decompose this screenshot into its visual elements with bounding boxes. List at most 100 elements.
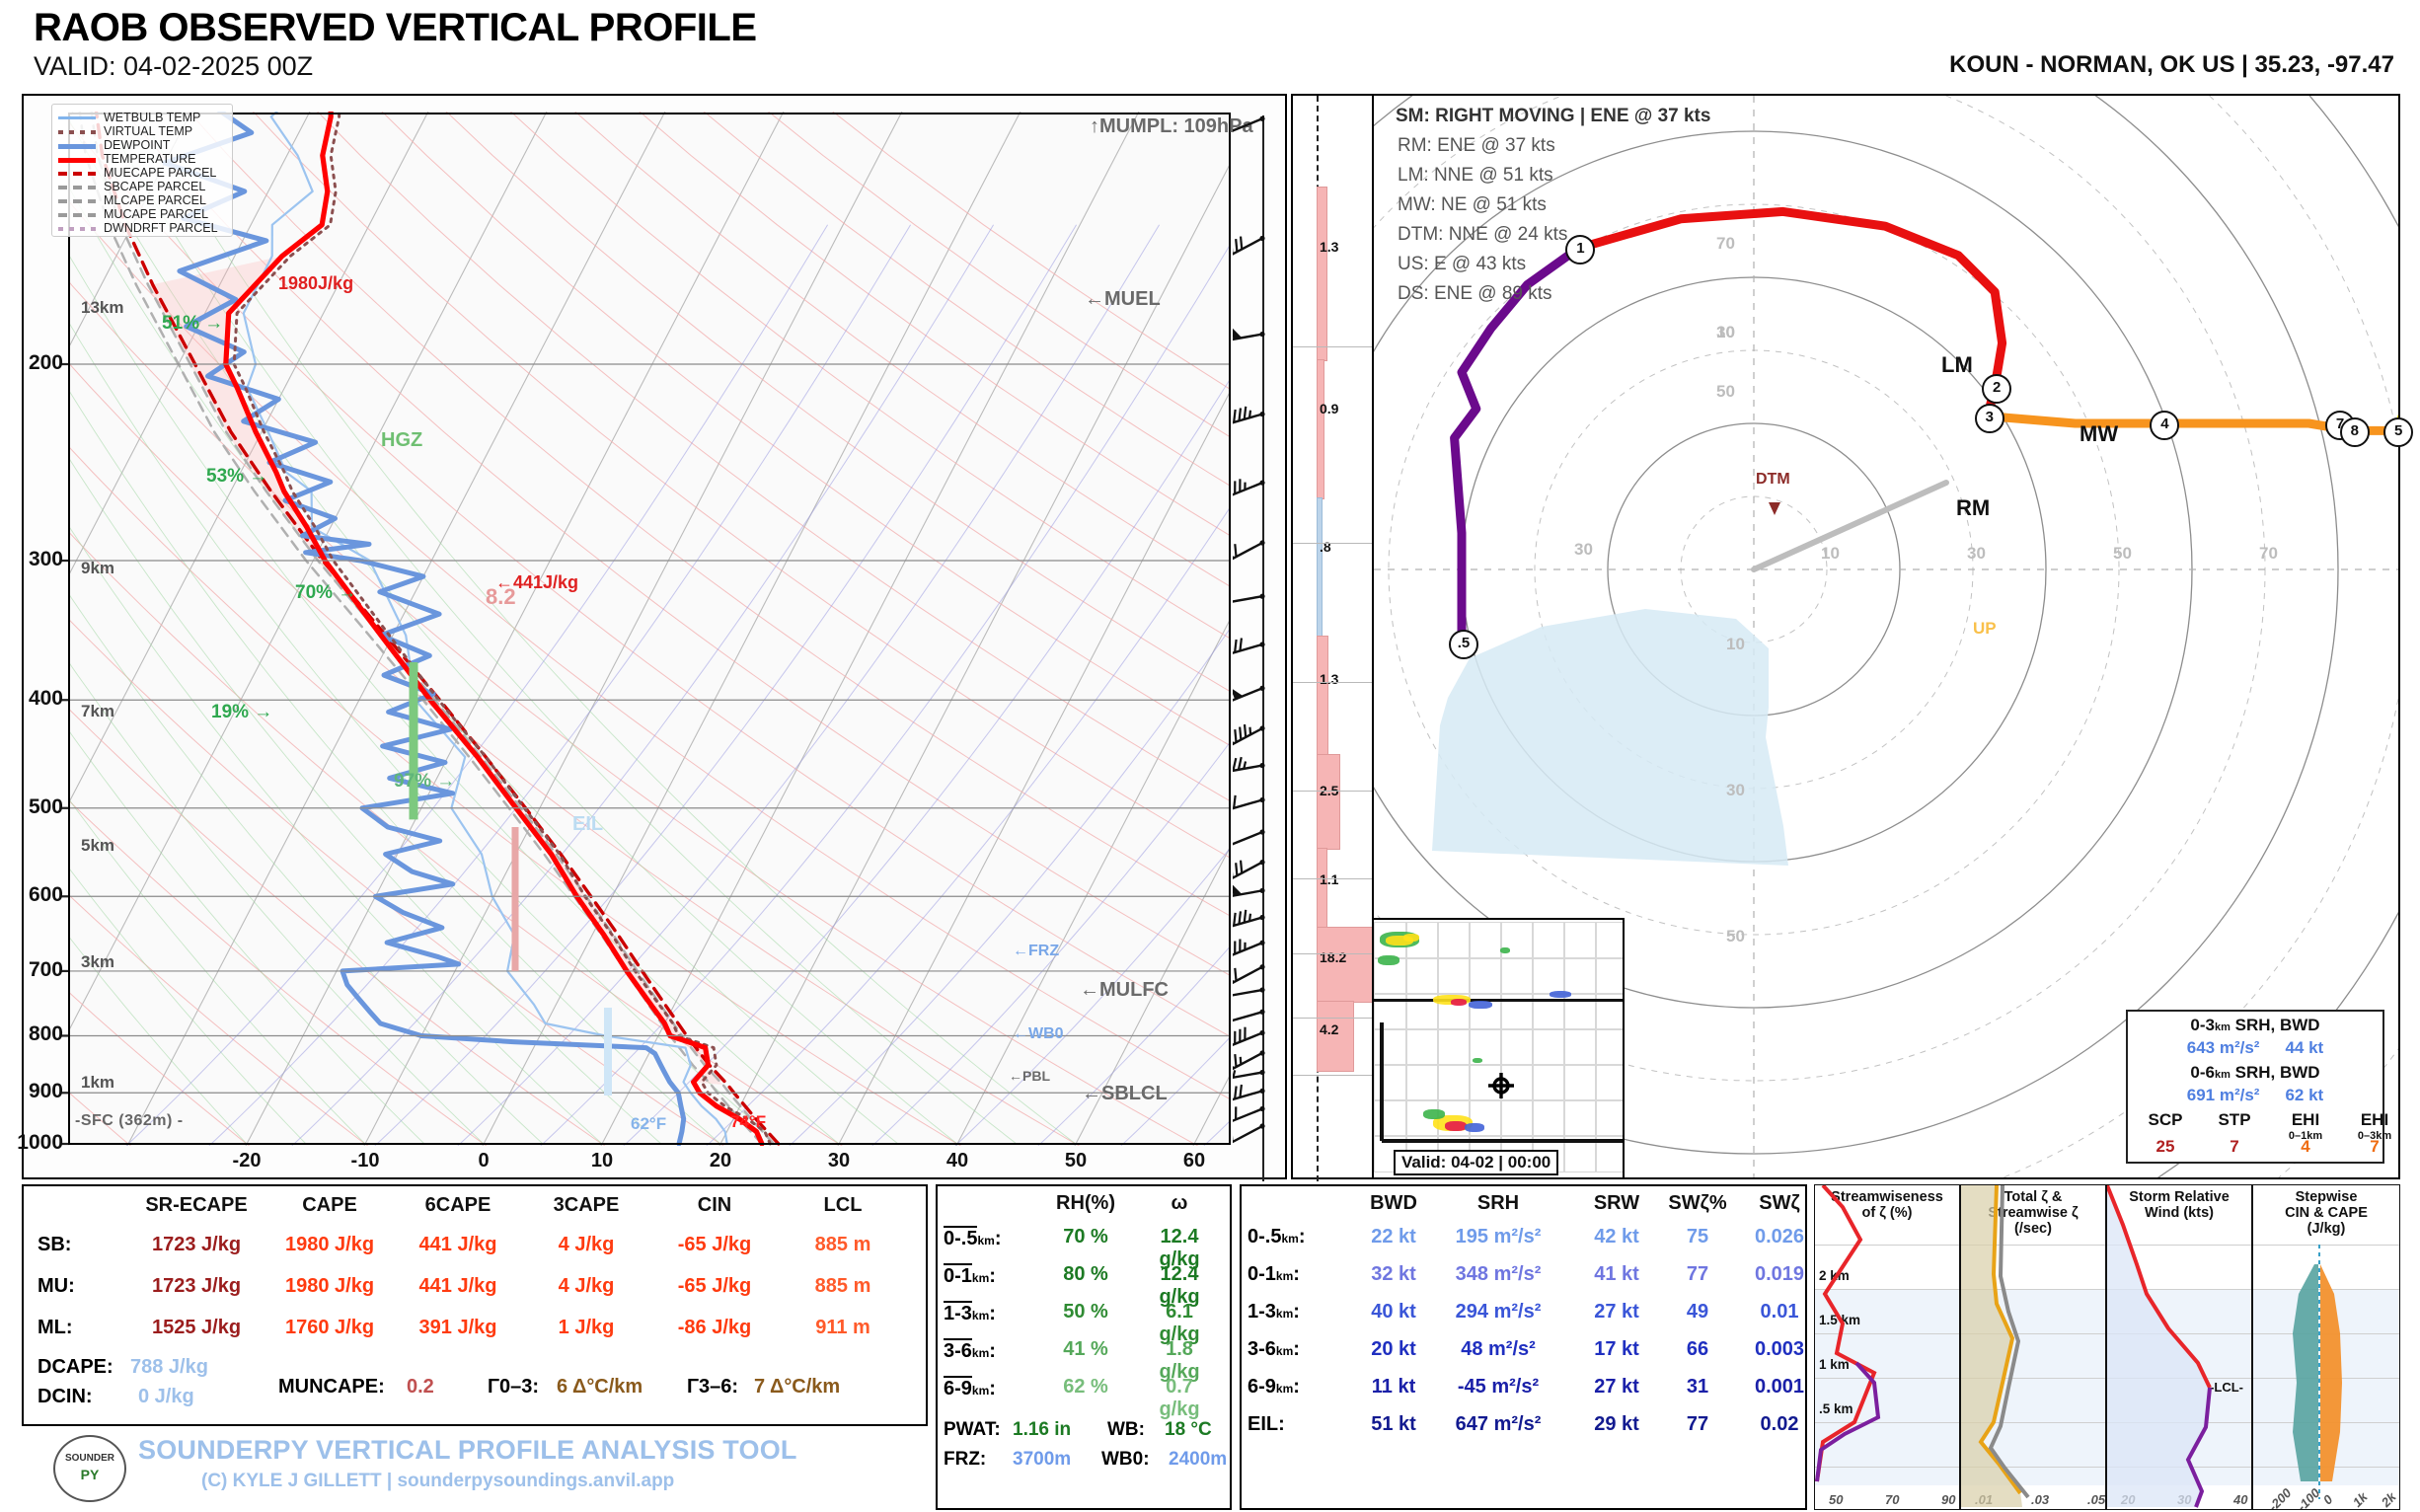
radar-echo-11	[1465, 1123, 1484, 1132]
rh-row-label-0-.5: 0-.5km:	[944, 1226, 1002, 1249]
radar-echo-6	[1469, 1001, 1492, 1009]
storm-motion-line-0: RM: ENE @ 37 kts	[1398, 135, 1555, 156]
index-value-STP: 7	[2230, 1137, 2239, 1156]
legend-swatch	[58, 199, 96, 203]
map-valid-tag: Valid: 04-02 | 00:00	[1394, 1150, 1559, 1175]
surface-label: -SFC (362m) -	[75, 1112, 184, 1130]
cape-shading	[148, 256, 723, 1085]
pressure-label-500: 500	[28, 794, 63, 818]
county-cell	[1563, 1028, 1597, 1066]
mini-tick-50: 50	[1829, 1492, 1844, 1507]
county-cell	[1563, 993, 1597, 1030]
srh-0-6-title: 0-6km SRH, BWD	[2190, 1063, 2320, 1082]
kinematics-table: BWD SRH SRW SWζ% SWζ 0-.5km: 22 kt 195 m²/s² 42 …	[1240, 1184, 1807, 1510]
legend-label: MUCAPE PARCEL	[104, 207, 209, 221]
mini-title-line: (/sec)	[2014, 1221, 2052, 1237]
omega-bar-5	[1317, 848, 1327, 929]
temperature-line	[223, 112, 765, 1146]
hodograph-panel[interactable]: .512345678911SM: RIGHT MOVING | ENE @ 37…	[1372, 94, 2414, 1179]
omega-value-0-1: 12.4 g/kg	[1159, 1263, 1200, 1308]
dtm-marker	[1769, 502, 1780, 515]
radar-map-inset[interactable]: Valid: 04-02 | 00:00	[1372, 918, 1625, 1179]
hgz-label: HGZ	[381, 429, 423, 451]
omega-col-header: ω	[1171, 1192, 1188, 1214]
cape-col-CIN: CIN	[697, 1194, 732, 1216]
cape-row-label-MU: MU:	[38, 1275, 75, 1297]
cape-row-label-SB: SB:	[38, 1234, 72, 1255]
cape-col-LCL: LCL	[823, 1194, 863, 1216]
radar-map	[1374, 920, 1623, 1177]
omega-gridline	[1293, 346, 1378, 347]
index-label-STP: STP	[2203, 1110, 2266, 1130]
pressure-label-200: 200	[28, 351, 63, 374]
omega-gridline	[1293, 1075, 1378, 1077]
cape-col-CAPE: CAPE	[302, 1194, 357, 1216]
mini-title-1: Total ζ & Streamwise ζ (/sec)	[1961, 1189, 2105, 1237]
mini-title-line: Streamwise ζ	[1988, 1205, 2079, 1221]
county-cell	[1532, 1028, 1565, 1066]
cape-cell-MU-CAPE: 1980 J/kg	[284, 1275, 375, 1297]
cape-col-6CAPE: 6CAPE	[424, 1194, 492, 1216]
wind-barb-9	[1233, 939, 1265, 959]
omega-value-0-.5: 12.4 g/kg	[1159, 1226, 1200, 1270]
marker-up: UP	[1973, 619, 1997, 638]
marker-mw: MW	[2080, 421, 2119, 446]
wind-cell-0-.5-BWD: 22 kt	[1371, 1226, 1416, 1247]
legend-swatch	[58, 186, 96, 189]
ring-label-70-n: 70	[1716, 234, 1735, 253]
omega-value-3: 1.3	[1320, 671, 1339, 687]
mini-curve-3	[2293, 1245, 2342, 1499]
station-info: KOUN - NORMAN, OK US | 35.23, -97.47	[1949, 51, 2394, 78]
annotation-frz: ←FRZ	[1013, 943, 1060, 959]
wind-barb-13	[1233, 829, 1265, 849]
wind-cell-0-.5-SRW: 42 kt	[1594, 1226, 1639, 1247]
legend-label: MUECAPE PARCEL	[104, 166, 217, 180]
wind-barb-2	[1233, 1084, 1265, 1103]
mini-gridline	[1815, 1245, 1959, 1246]
temp-tick-20: 20	[709, 1150, 732, 1172]
legend-swatch	[58, 172, 96, 176]
mini-gridline	[1961, 1467, 2105, 1468]
rh-row-label-0-1: 0-1km:	[944, 1263, 996, 1287]
mini-tick-.05: .05	[2087, 1492, 2106, 1507]
wind-barb-25	[1233, 115, 1265, 135]
legend-swatch	[58, 116, 96, 119]
county-cell	[1437, 922, 1471, 959]
omega-gridline	[1293, 952, 1378, 954]
county-cell	[1374, 1064, 1407, 1101]
county-cell	[1500, 957, 1534, 995]
legend-label: DEWPOINT	[104, 138, 171, 152]
county-cell	[1563, 1064, 1597, 1101]
cape-row-label-ML: ML:	[38, 1317, 73, 1338]
mini-title-line: Storm Relative	[2129, 1189, 2230, 1205]
wind-row-label-1-3: 1-3km:	[1248, 1301, 1300, 1323]
cape-cell-MU-3CAPE: 4 J/kg	[558, 1275, 615, 1297]
county-cell	[1469, 993, 1502, 1030]
omega-bar-4	[1317, 754, 1340, 850]
annotation-mumpl: ↑MUMPL: 109hPa	[1090, 115, 1253, 137]
temp-tick-0: 0	[478, 1150, 490, 1172]
omega-bar-1	[1317, 359, 1324, 499]
ring-label-10-e: 10	[1821, 544, 1840, 563]
storm-motion-line-5: DS: ENE @ 89 kts	[1398, 283, 1552, 304]
omega-value-6: 18.2	[1320, 948, 1347, 965]
mini-title-3: Stepwise CIN & CAPE (J/kg)	[2253, 1189, 2399, 1237]
wind-row-label-6-9: 6-9km:	[1248, 1376, 1300, 1398]
cape-cell-MU-CIN: -65 J/kg	[677, 1275, 752, 1297]
omega-value-1-3: 6.1 g/kg	[1159, 1301, 1200, 1345]
rh-value-0-1: 80 %	[1063, 1263, 1108, 1285]
stepwise-cin-fill	[2293, 1264, 2318, 1481]
skewt-panel[interactable]: WETBULB TEMP VIRTUAL TEMP DEWPOINT TEMPERAT…	[17, 94, 1287, 1181]
rh-row-label-6-9: 6-9km:	[944, 1376, 996, 1399]
storm-motion-line-3: DTM: NNE @ 24 kts	[1398, 224, 1568, 245]
rh-value-0-.5: 70 %	[1063, 1226, 1108, 1247]
temp-tick-10: 10	[590, 1150, 614, 1172]
cape-cell-ML-6CAPE: 391 J/kg	[418, 1317, 497, 1338]
county-cell	[1595, 1135, 1623, 1172]
county-cell	[1532, 993, 1565, 1030]
temp-tick--20: -20	[232, 1150, 262, 1172]
srh-bwd-box: 0-3km SRH, BWD 643 m²/s² 44 kt 0-6km SRH,…	[2126, 1010, 2391, 1164]
pressure-label-800: 800	[28, 1022, 63, 1046]
legend-label: TEMPERATURE	[104, 152, 196, 166]
